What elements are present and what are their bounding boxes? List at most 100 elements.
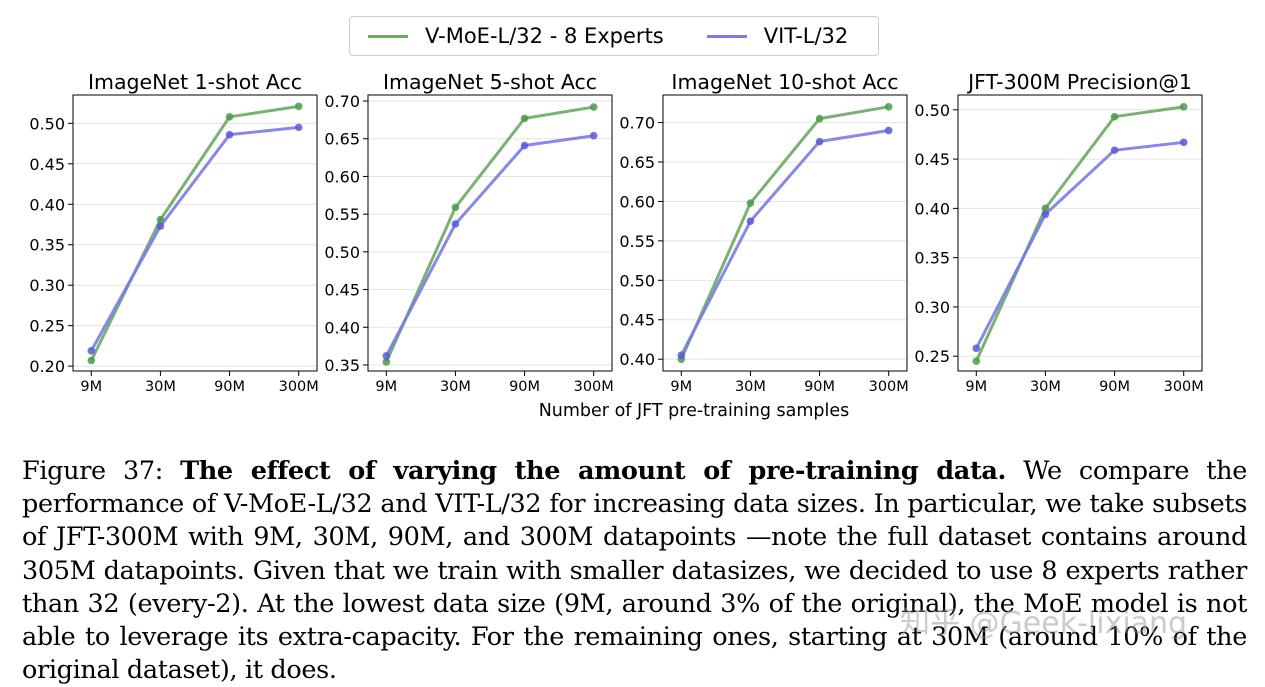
- data-point-moe: [884, 103, 893, 111]
- shared-x-axis-label: Number of JFT pre-training samples: [539, 401, 850, 421]
- axes-frame: [662, 94, 908, 372]
- y-tick-label: 0.60: [324, 167, 360, 186]
- data-point-moe: [746, 199, 755, 207]
- y-tick-label: 0.45: [29, 155, 65, 174]
- y-tick-label: 0.40: [29, 195, 65, 214]
- legend-label-vit: VIT-L/32: [763, 24, 849, 48]
- y-tick-label: 0.55: [324, 205, 360, 224]
- data-point-moe: [972, 357, 981, 365]
- data-point-moe: [589, 103, 598, 111]
- data-point-vit: [1179, 138, 1188, 147]
- y-tick-label: 0.70: [324, 92, 360, 111]
- x-tick-label: 90M: [1099, 379, 1130, 395]
- caption-body: We compare the performance of V-MoE-L/32…: [22, 456, 1247, 686]
- data-point-vit: [815, 137, 824, 146]
- axes-frame: [72, 94, 318, 372]
- data-point-moe: [225, 113, 234, 121]
- y-tick-label: 0.25: [29, 317, 65, 336]
- data-point-vit: [1041, 210, 1050, 219]
- x-tick-label: 300M: [279, 379, 319, 395]
- x-tick-label: 30M: [440, 379, 471, 395]
- chart-title: ImageNet 5-shot Acc: [383, 70, 597, 94]
- y-tick-label: 0.40: [324, 318, 360, 337]
- y-tick-label: 0.50: [29, 114, 65, 133]
- data-point-vit: [87, 346, 96, 355]
- y-tick-label: 0.40: [619, 350, 655, 369]
- series-line-moe: [384, 105, 594, 363]
- chart-panel-2: 0.35 0.40 0.45 0.50 0.55 0.60 0.65 0.70 9M 30M 90M…: [324, 70, 613, 395]
- legend-item-moe: V-MoE-L/32 - 8 Experts: [350, 24, 664, 48]
- chart-legend: V-MoE-L/32 - 8 Experts VIT-L/32: [349, 16, 879, 56]
- x-tick-label: 300M: [1164, 379, 1204, 395]
- series-line-vit: [89, 125, 299, 352]
- chart-panel-3: 0.40 0.45 0.50 0.55 0.60 0.65 0.70 9M 30M 90M 300M…: [619, 70, 908, 395]
- legend-label-moe: V-MoE-L/32 - 8 Experts: [425, 24, 664, 48]
- y-tick-label: 0.50: [914, 101, 950, 120]
- series-line-moe: [974, 105, 1184, 362]
- axes-frame: [957, 94, 1203, 372]
- x-tick-label: 9M: [80, 379, 102, 395]
- y-tick-label: 0.35: [914, 249, 950, 268]
- data-point-vit: [156, 222, 165, 230]
- data-point-vit: [225, 130, 234, 139]
- data-point-vit: [382, 352, 391, 360]
- caption-title: The effect of varying the amount of pre-…: [180, 456, 1007, 486]
- data-point-vit: [972, 344, 981, 353]
- x-tick-label: 300M: [869, 379, 909, 395]
- data-point-vit: [677, 351, 686, 360]
- series-line-moe: [89, 104, 299, 362]
- data-point-moe: [1041, 204, 1050, 213]
- data-point-moe: [815, 114, 824, 123]
- data-point-moe: [382, 358, 391, 366]
- y-tick-label: 0.45: [619, 311, 655, 330]
- x-tick-label: 30M: [145, 379, 176, 395]
- x-tick-label: 9M: [965, 379, 987, 395]
- data-point-vit: [746, 217, 755, 225]
- chart-panel-1: 0.20 0.25 0.30 0.35 0.40 0.45 0.50 9M 30M 90M 300M…: [29, 70, 318, 395]
- chart-title: ImageNet 1-shot Acc: [88, 70, 302, 94]
- chart-panel-4: 0.25 0.30 0.35 0.40 0.45 0.50 9M 30M 90M 300M JFT-…: [914, 70, 1203, 395]
- y-tick-label: 0.35: [324, 356, 360, 375]
- y-tick-label: 0.50: [324, 243, 360, 262]
- data-point-moe: [87, 356, 96, 365]
- series-line-moe: [679, 105, 889, 360]
- x-tick-label: 9M: [375, 379, 397, 395]
- series-line-vit: [384, 134, 594, 357]
- x-tick-label: 90M: [804, 379, 835, 395]
- series-line-vit: [974, 140, 1184, 350]
- y-tick-label: 0.40: [914, 199, 950, 218]
- chart-title: JFT-300M Precision@1: [966, 70, 1192, 94]
- series-line-vit: [679, 129, 889, 356]
- y-tick-label: 0.45: [324, 281, 360, 300]
- x-tick-label: 30M: [735, 379, 766, 395]
- y-tick-label: 0.30: [914, 298, 950, 317]
- data-point-vit: [451, 220, 460, 228]
- data-point-moe: [520, 114, 529, 123]
- y-tick-label: 0.20: [29, 357, 65, 376]
- x-tick-label: 300M: [574, 379, 614, 395]
- data-point-moe: [451, 203, 460, 212]
- data-point-moe: [1179, 103, 1188, 111]
- y-tick-label: 0.70: [619, 114, 655, 133]
- legend-swatch-moe: [368, 34, 408, 38]
- figure-caption: Figure 37: The effect of varying the amo…: [22, 455, 1247, 687]
- data-point-moe: [1110, 112, 1119, 121]
- data-point-moe: [294, 102, 303, 111]
- chart-title: ImageNet 10-shot Acc: [671, 70, 898, 94]
- y-tick-label: 0.55: [619, 232, 655, 251]
- y-tick-label: 0.30: [29, 276, 65, 295]
- y-tick-label: 0.35: [29, 236, 65, 255]
- data-point-vit: [1110, 146, 1119, 154]
- caption-label: Figure 37:: [22, 456, 163, 486]
- y-tick-label: 0.45: [914, 150, 950, 169]
- x-tick-label: 30M: [1030, 379, 1061, 395]
- legend-swatch-vit: [706, 34, 747, 38]
- data-point-vit: [884, 126, 893, 135]
- data-point-vit: [520, 141, 529, 150]
- data-point-vit: [294, 123, 303, 132]
- y-tick-label: 0.50: [619, 271, 655, 290]
- x-tick-label: 90M: [214, 379, 245, 395]
- legend-item-vit: VIT-L/32: [689, 24, 849, 48]
- watermark-text: 知乎 @Geek-lixiang: [900, 606, 1188, 641]
- data-point-vit: [589, 131, 598, 140]
